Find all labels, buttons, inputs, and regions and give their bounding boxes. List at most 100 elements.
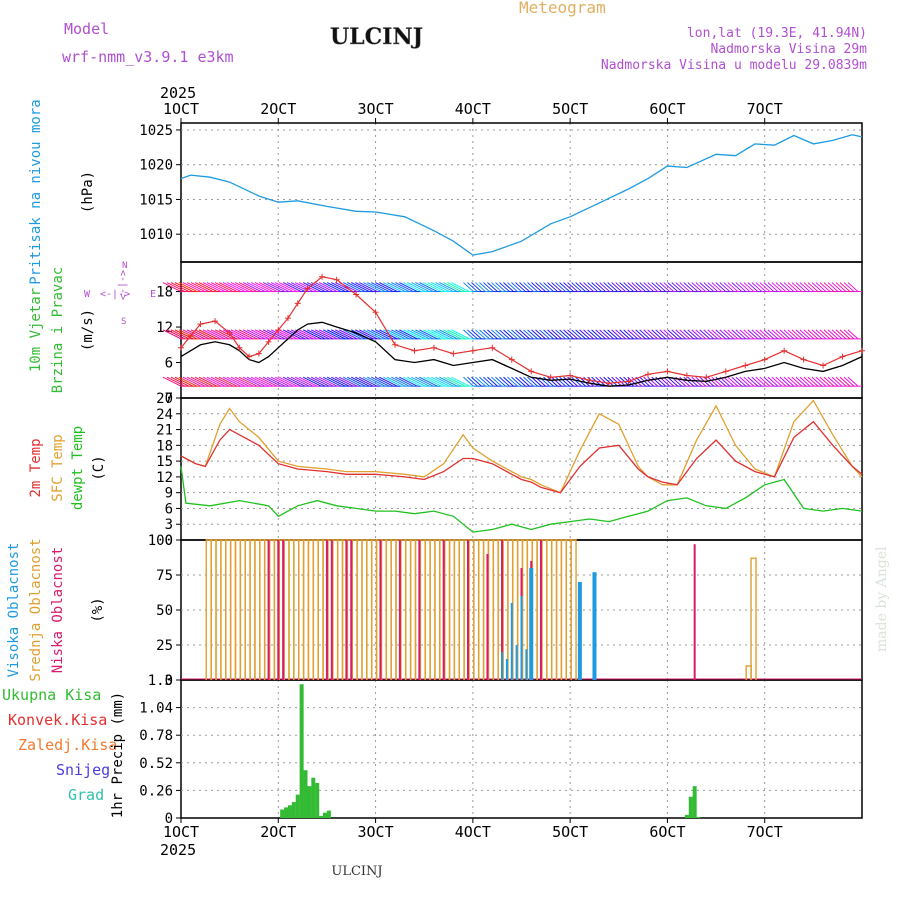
cloud-ytick-label: 100 xyxy=(148,533,173,549)
wind-barb xyxy=(555,282,566,292)
wind-barb xyxy=(475,282,486,292)
wind-barb xyxy=(651,376,663,387)
wind-barb xyxy=(415,376,434,387)
wind-ylabel-main: 10m Vjetar xyxy=(28,288,44,372)
wind-barb xyxy=(627,282,639,292)
wind-barb xyxy=(599,282,610,292)
wind-barb xyxy=(242,376,262,387)
wind-barb xyxy=(663,329,675,340)
wind-barb xyxy=(671,282,683,292)
wind-barb xyxy=(511,282,522,292)
wind-barb xyxy=(419,329,438,340)
wind-barb xyxy=(795,376,807,387)
pressure-ylabel: Pritisak na nivou mora xyxy=(28,99,44,284)
temp-2m-line xyxy=(180,420,863,494)
wind-barb xyxy=(819,376,831,387)
wind-barb xyxy=(266,282,286,293)
wind-barb xyxy=(383,282,402,293)
wind-barb xyxy=(607,282,618,292)
temperature-panel xyxy=(180,397,863,541)
wind-barb xyxy=(527,282,538,292)
wind-barb xyxy=(166,376,186,387)
wind-barb xyxy=(170,282,190,293)
wind-barb xyxy=(399,282,418,293)
wind-barb xyxy=(795,329,807,340)
wind-barb xyxy=(647,329,659,340)
wind-barb xyxy=(623,329,634,340)
wind-barb xyxy=(479,376,490,387)
wind-barb xyxy=(611,282,622,292)
wind-barb xyxy=(543,329,554,340)
wind-barb xyxy=(559,282,570,292)
wind-barb xyxy=(246,282,266,293)
wind-barb xyxy=(691,329,703,340)
wind-barb xyxy=(655,282,667,292)
cloud-bar-low xyxy=(350,540,353,680)
wind-barb xyxy=(298,329,318,340)
temp-unit: (C) xyxy=(91,455,107,480)
wind-barb xyxy=(427,376,446,387)
wind-barb xyxy=(683,376,695,387)
wind-barb xyxy=(174,376,194,387)
wind-barb xyxy=(783,376,795,387)
wind-barb xyxy=(595,282,606,292)
x-tick-bottom-label: 4OCT xyxy=(455,823,491,841)
wind-barb xyxy=(699,329,711,340)
footer-station: ULCINJ xyxy=(331,864,382,879)
wind-barb xyxy=(571,329,582,340)
wind-barb xyxy=(807,282,819,292)
wind-barb xyxy=(435,376,454,387)
wind-barb xyxy=(347,282,366,293)
wind-barb xyxy=(775,329,787,340)
cloud-bar-low xyxy=(418,540,421,680)
wind-barb xyxy=(439,329,458,340)
cloud-unit: (%) xyxy=(90,597,106,622)
wind-barb xyxy=(451,329,470,340)
wind-barb xyxy=(475,329,486,340)
wind-barb xyxy=(274,282,294,293)
wind-barb xyxy=(359,376,378,387)
precip-ylabel: 1hr Precip (mm) xyxy=(110,692,126,818)
wind-gust-marker xyxy=(761,356,768,363)
sfc-temp-line xyxy=(180,399,863,494)
wind-barb xyxy=(531,329,542,340)
wind-barb xyxy=(547,329,558,340)
precip-bar xyxy=(696,816,701,818)
wind-barb xyxy=(234,376,254,387)
wind-barb xyxy=(323,376,342,387)
wind-barb xyxy=(547,376,558,387)
wind-barb xyxy=(707,329,719,340)
wind-barb xyxy=(815,329,827,340)
wind-barb xyxy=(487,329,498,340)
wind-barb xyxy=(483,329,494,340)
wind-barb xyxy=(186,376,206,387)
wind-barb xyxy=(391,329,410,340)
x-tick-top-label: 7OCT xyxy=(747,100,783,118)
wind-barb xyxy=(254,376,274,387)
wind-barb xyxy=(619,282,630,292)
wind-barb xyxy=(359,329,378,340)
wind-barb xyxy=(843,329,855,340)
wind-ytick-label: 6 xyxy=(165,356,173,372)
wind-barb xyxy=(343,376,362,387)
wind-barb xyxy=(563,376,574,387)
wind-barb xyxy=(290,329,310,340)
wind-barb xyxy=(779,329,791,340)
wind-barb xyxy=(355,376,374,387)
wind-barb xyxy=(755,329,767,340)
wind-barb xyxy=(246,376,266,387)
coords-text: lon,lat (19.3E, 41.94N) xyxy=(687,26,867,41)
cloud-bar-low xyxy=(442,540,445,680)
wind-barb xyxy=(254,282,274,293)
wind-barb xyxy=(755,376,767,387)
wind-barb xyxy=(431,282,450,293)
wind-gust-marker xyxy=(450,350,457,357)
wind-barb xyxy=(286,282,306,293)
wind-barb xyxy=(170,376,190,387)
wind-barb xyxy=(843,282,855,292)
wind-barb xyxy=(659,282,671,292)
wind-barb xyxy=(435,329,454,340)
wind-barb xyxy=(563,282,574,292)
wind-barb xyxy=(190,376,210,387)
